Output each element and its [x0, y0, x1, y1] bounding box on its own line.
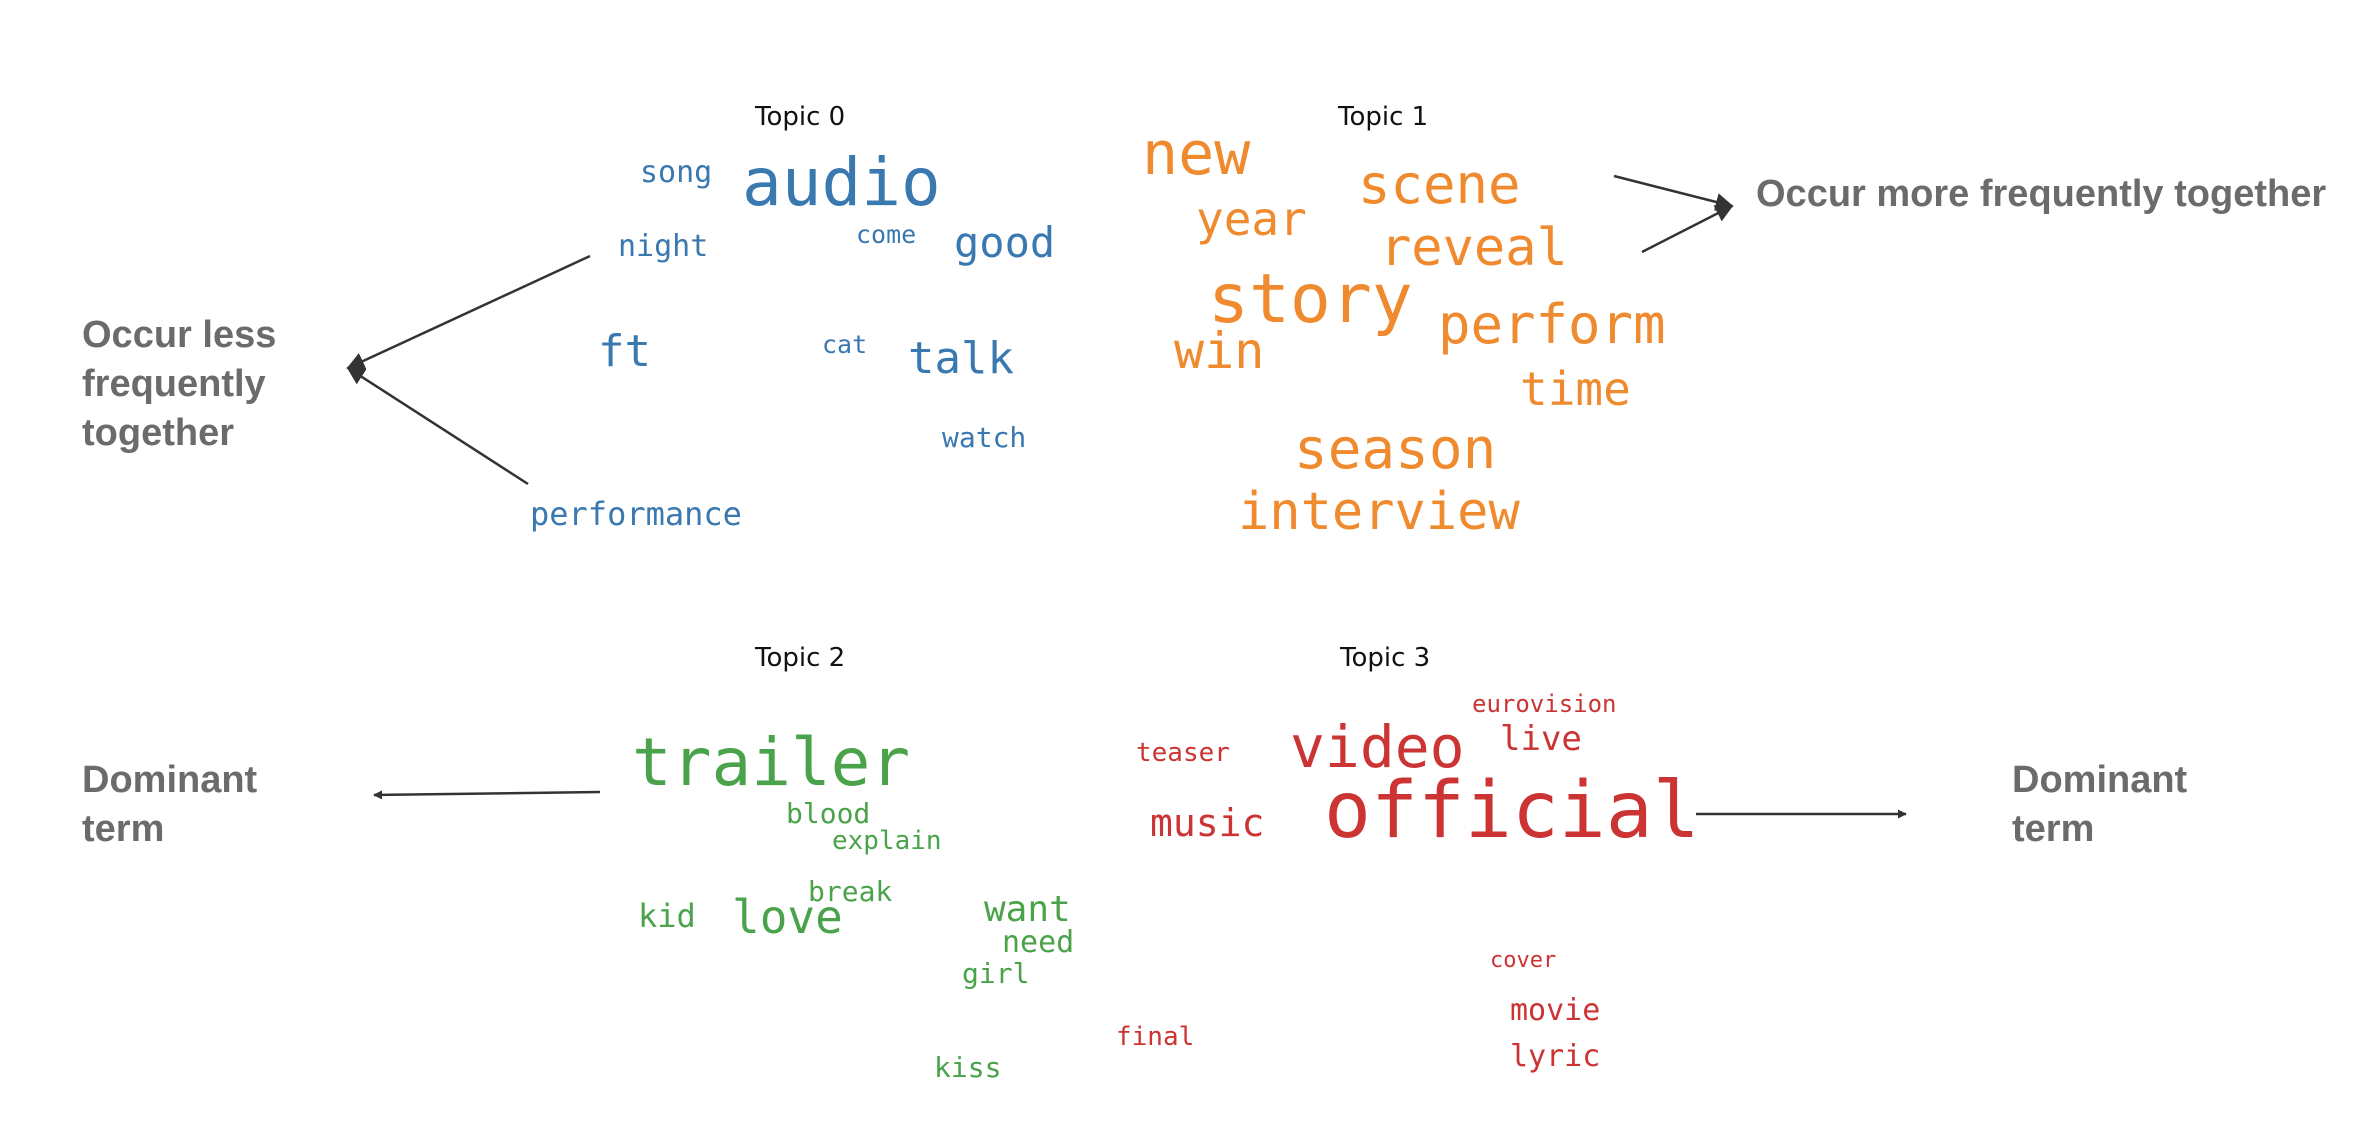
topic-0-title: Topic 0 — [755, 102, 846, 132]
word-cloud-term: movie — [1510, 993, 1601, 1028]
word-cloud-term: eurovision — [1472, 690, 1617, 718]
word-cloud-term: lyric — [1510, 1039, 1601, 1074]
annotation-line: Dominant — [2012, 759, 2188, 801]
word-cloud-term: official — [1324, 766, 1700, 856]
annotation-line: Occur less — [82, 314, 277, 356]
word-cloud-term: break — [808, 875, 893, 908]
word-cloud-term: performance — [530, 495, 742, 533]
annotation-less-frequent: Occur less frequently together — [82, 311, 276, 458]
annotation-dominant-term-left: Dominant term — [82, 756, 257, 854]
word-cloud-term: kid — [638, 897, 696, 935]
word-cloud-term: reveal — [1380, 218, 1568, 278]
word-cloud-term: girl — [962, 957, 1030, 990]
word-cloud-term: good — [954, 218, 1056, 267]
annotation-line: term — [2012, 808, 2095, 850]
word-cloud-term: night — [618, 229, 709, 264]
word-cloud-term: need — [1002, 925, 1075, 960]
word-cloud-term: cover — [1490, 948, 1557, 973]
word-cloud-term: story — [1208, 260, 1413, 339]
word-cloud-term: blood — [786, 797, 871, 830]
word-cloud-term: win — [1174, 322, 1265, 380]
word-cloud-term: love — [732, 890, 843, 944]
word-cloud-term: ft — [598, 326, 651, 377]
arrow-to-more-frequent-upper — [1613, 174, 1734, 211]
word-cloud-term: season — [1294, 417, 1497, 482]
annotation-line: together — [82, 412, 234, 454]
topic-1-title: Topic 1 — [1338, 102, 1429, 132]
word-cloud-term: come — [856, 220, 917, 249]
word-cloud-term: song — [640, 155, 713, 190]
arrow-to-more-frequent-lower — [1641, 204, 1734, 254]
arrow-to-less-frequent-upper — [346, 254, 591, 370]
annotation-more-frequent: Occur more frequently together — [1756, 170, 2326, 219]
arrow-to-less-frequent-lower — [346, 366, 529, 486]
word-cloud-term: kiss — [934, 1051, 1002, 1084]
word-cloud-term: music — [1150, 801, 1265, 845]
word-cloud-term: year — [1196, 192, 1307, 246]
annotation-line: term — [82, 808, 165, 850]
word-cloud-term: cat — [822, 330, 868, 359]
arrow-to-dominant-left — [373, 790, 601, 800]
word-cloud-term: want — [984, 889, 1071, 930]
annotation-line: Dominant — [82, 759, 258, 801]
word-cloud-term: audio — [742, 144, 941, 221]
word-cloud-term: scene — [1358, 153, 1521, 216]
annotation-line: frequently — [82, 363, 266, 405]
word-cloud-term: perform — [1438, 293, 1666, 356]
topic-2-title: Topic 2 — [755, 643, 846, 673]
word-cloud-term: explain — [832, 826, 942, 856]
word-cloud-term: talk — [908, 333, 1014, 384]
word-cloud-term: final — [1116, 1022, 1195, 1052]
annotation-dominant-term-right: Dominant term — [2012, 756, 2187, 854]
word-cloud-term: video — [1290, 713, 1465, 781]
word-cloud-term: trailer — [632, 724, 911, 801]
word-cloud-term: live — [1500, 719, 1582, 759]
topic-3-title: Topic 3 — [1340, 643, 1431, 673]
word-cloud-term: interview — [1238, 482, 1520, 542]
word-cloud-term: time — [1520, 362, 1631, 416]
word-cloud-term: new — [1142, 119, 1251, 189]
annotation-line: Occur more frequently together — [1756, 173, 2327, 215]
word-cloud-term: teaser — [1136, 738, 1230, 768]
word-cloud-term: watch — [942, 421, 1027, 454]
